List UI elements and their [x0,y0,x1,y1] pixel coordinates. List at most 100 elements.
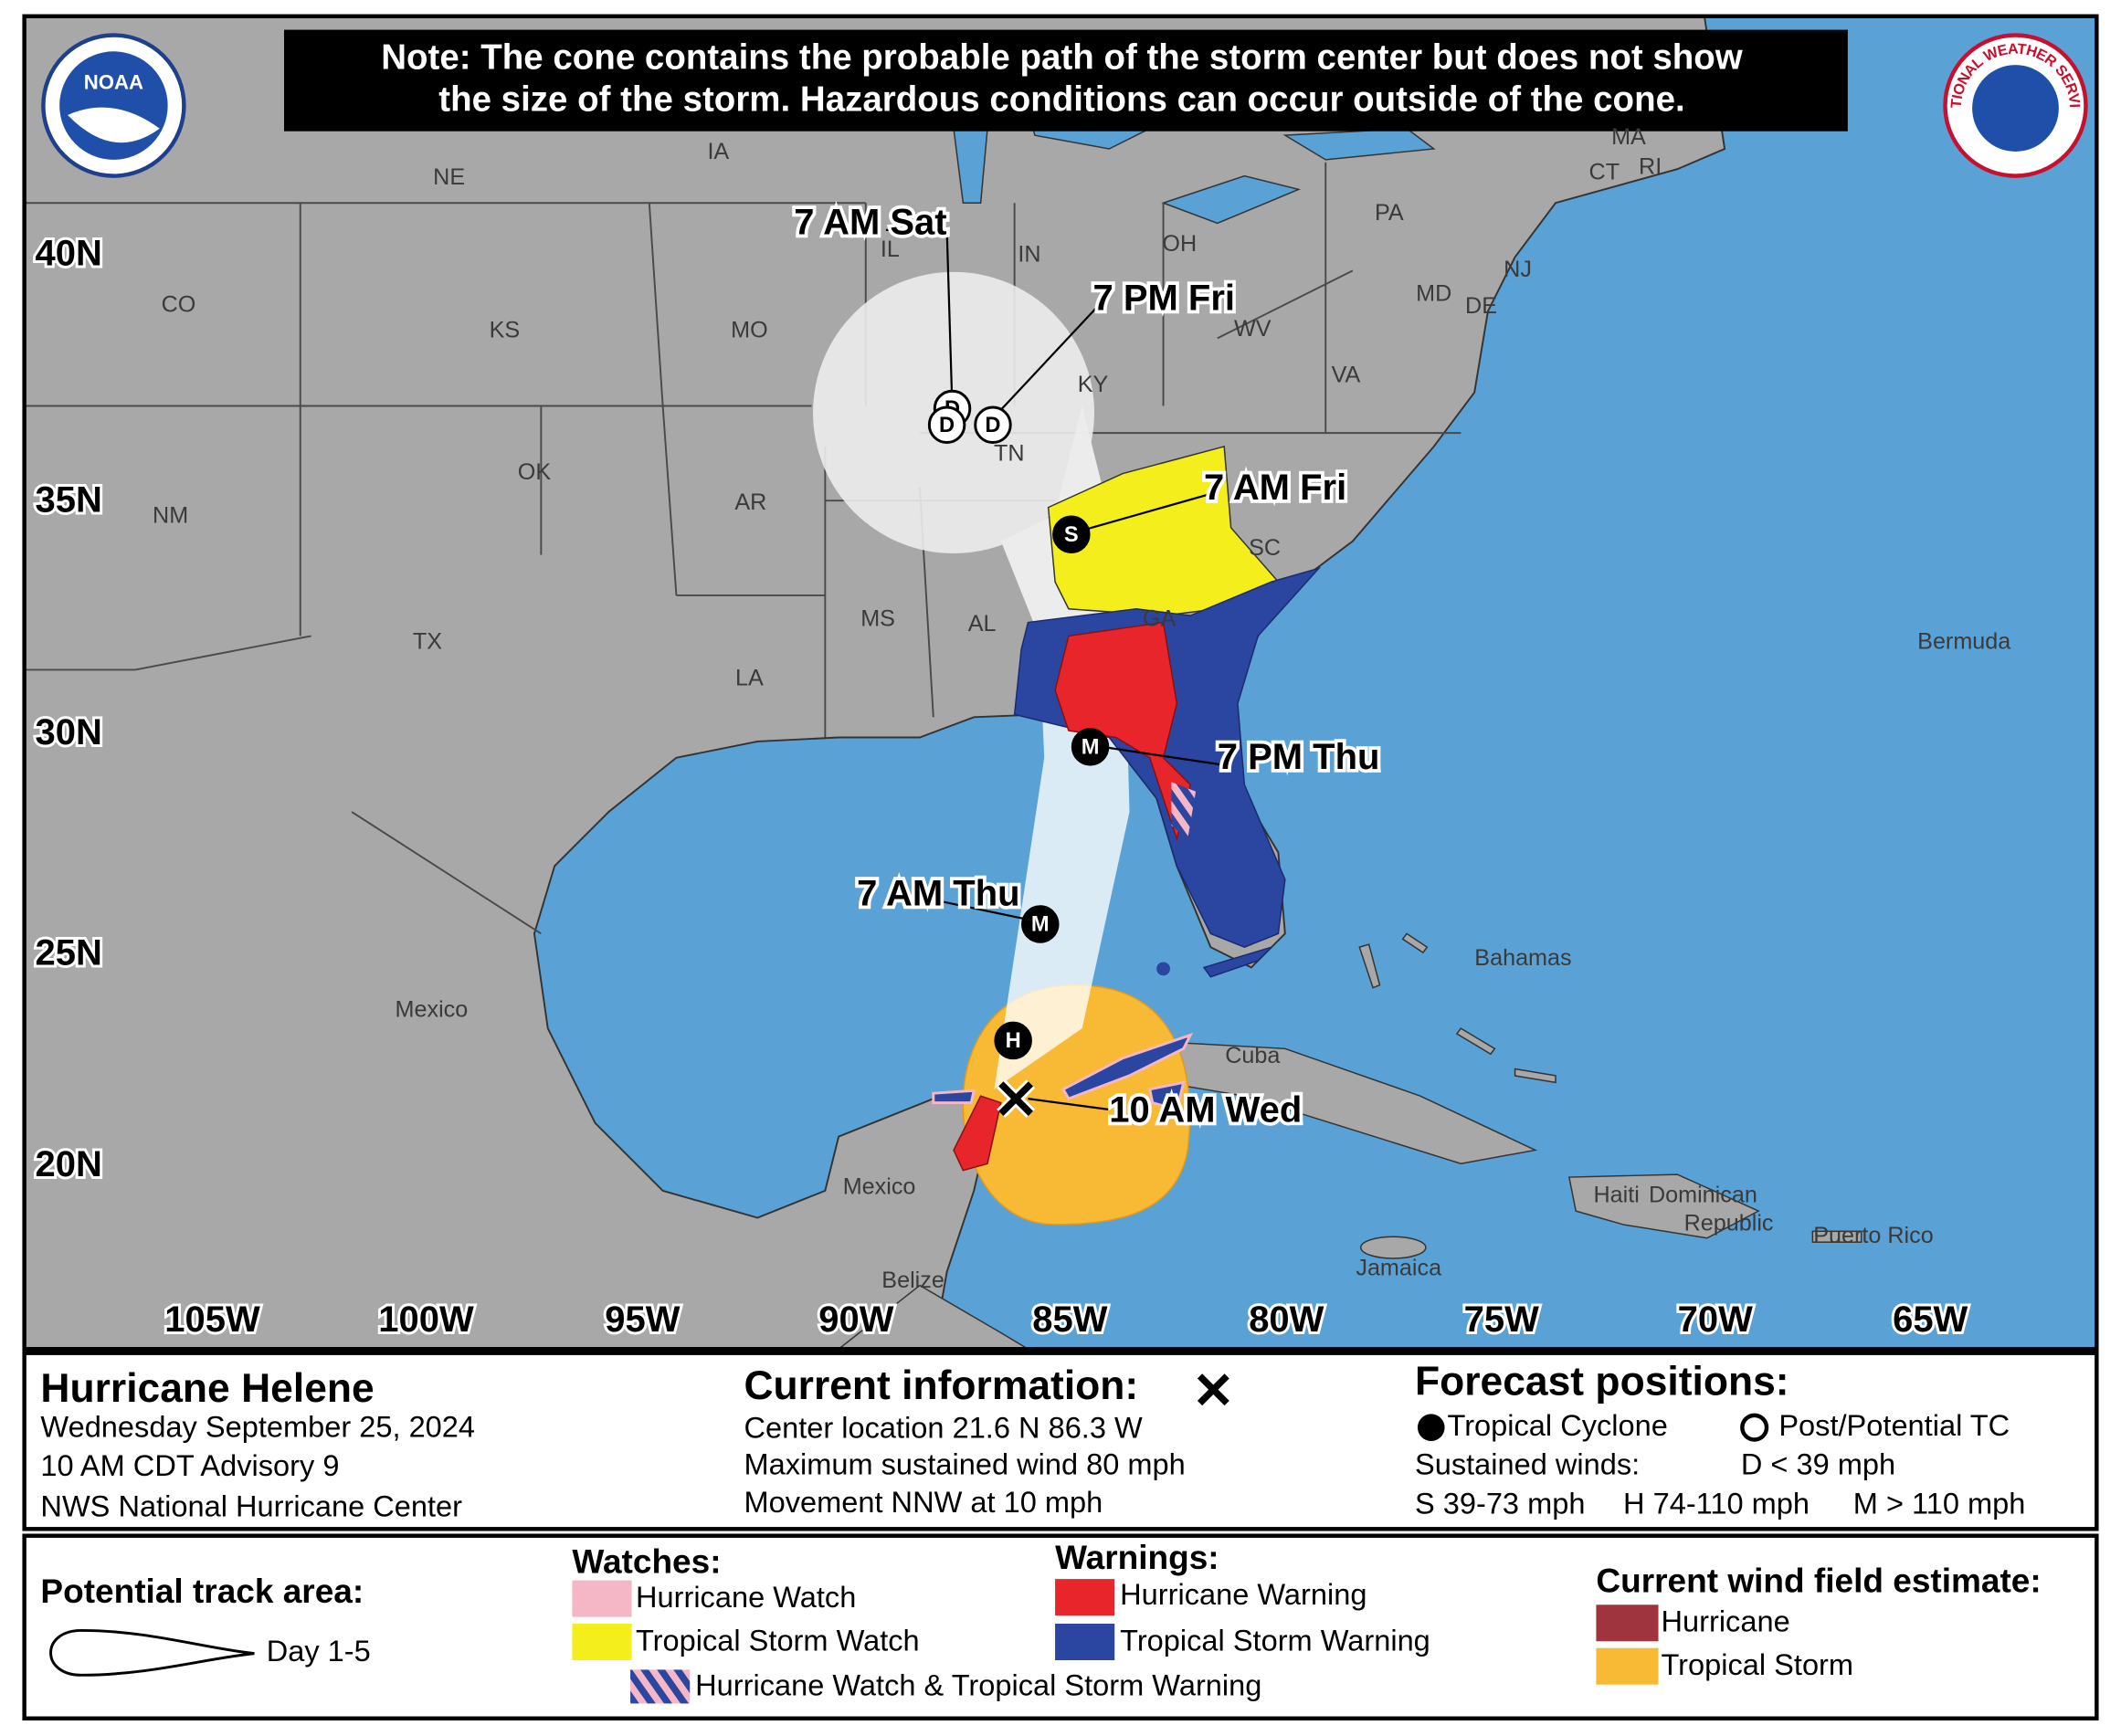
place-label: AR [734,489,766,515]
forecast-legend-text: Tropical Cyclone [1448,1409,1668,1442]
place-label: CO [162,292,196,318]
current-center-symbol [1197,1373,1229,1406]
place-label: Belize [881,1268,944,1293]
info-panel [22,1351,2099,1531]
labels: Note: The cone contains the probable pat… [33,37,2011,1342]
place-label: IN [1018,242,1040,268]
wind-hurricane-swatch [1596,1604,1659,1642]
lat-label: 30N [36,712,102,752]
legend-text: Watches: [572,1542,721,1581]
legend-text: Hurricane [1662,1605,1790,1638]
cuba-ts-warning [932,1032,1194,1111]
note-line: Note: The cone contains the probable pat… [381,37,1744,77]
legend-text: Tropical Storm Watch [636,1624,920,1657]
forecast-legend-text: D < 39 mph [1741,1448,1895,1481]
legend-text: Potential track area: [40,1572,364,1610]
ts-warning-swatch [1055,1624,1115,1661]
forecast-label: 7 AM Sat [794,203,946,243]
legend-text: Tropical Storm [1662,1648,1854,1681]
place-label: Mexico [843,1174,916,1200]
forecast-point [1071,728,1110,766]
nws-logo-inner [1972,65,2059,152]
forecast-label: 10 AM Wed [1109,1089,1302,1130]
hurricane-watch-swatch [572,1580,632,1617]
bahamas [1358,932,1556,1084]
place-label: TX [413,628,442,654]
forecast-point [1052,515,1091,554]
forecast-symbol: D [985,414,1000,437]
place-label: CT [1589,159,1620,184]
place-label: KY [1078,372,1109,397]
lat-label: 25N [36,933,102,973]
hurricane-warning-swatch [1055,1579,1115,1616]
forecast-symbol: H [1006,1029,1021,1053]
combo-swatch [630,1669,691,1704]
lon-label: 90W [818,1299,893,1340]
current-title: Current information: [744,1363,1138,1408]
storm-line: NWS National Hurricane Center [40,1490,462,1523]
lon-label: 105W [164,1299,260,1340]
storm-title: Hurricane Helene [40,1366,374,1411]
current-line: Movement NNW at 10 mph [744,1486,1103,1519]
post-tc-symbol [1740,1413,1769,1442]
hurricane-watch-ts-warning-area [1171,782,1197,839]
place-label: NM [153,503,188,529]
lon-label: 70W [1678,1299,1753,1340]
lon-label: 95W [605,1299,680,1340]
current-position-marker-core [998,1081,1034,1117]
legend-text: Current wind field estimate: [1596,1561,2041,1599]
forecast-legend-text: Post/Potential TC [1778,1409,2010,1442]
forecast-symbol: D [939,414,955,437]
lon-label: 80W [1249,1299,1324,1340]
forecast-label: 7 AM Thu [857,873,1019,913]
forecast-symbol: S [1064,523,1079,547]
legend-text: Hurricane Watch [636,1581,856,1614]
place-label: MO [731,318,768,343]
note-box [283,29,1848,132]
tropical-cyclone-symbol [1417,1414,1445,1441]
lon-label: 85W [1032,1299,1107,1340]
track-lines [885,228,1220,1111]
place-label: VA [1332,363,1361,388]
forecast-label: 7 AM Fri [1204,468,1346,508]
hispaniola [1567,1173,1760,1239]
forecast-legend-text: H 74-110 mph [1623,1488,1810,1520]
forecast-legend-text: Sustained winds: [1415,1448,1640,1481]
place-label: OK [518,459,552,485]
noaa-logo-inner [59,51,168,160]
lat-label: 35N [36,479,102,520]
forecast-symbol: M [1031,913,1050,937]
forecast-point [1021,905,1060,943]
place-label: IL [881,237,900,262]
forecast-point [974,405,1012,444]
legend-text: Day 1-5 [267,1635,371,1668]
place-label: Puerto Rico [1813,1223,1933,1248]
place-label: NJ [1504,257,1532,282]
place-label: PA [1375,200,1404,226]
place-label: NE [433,164,465,190]
place-label: SC [1249,535,1281,561]
note-line: the size of the storm. Hazardous conditi… [438,79,1684,119]
puerto-rico [1811,1230,1862,1243]
lon-label: 75W [1464,1299,1539,1340]
wind-ts-swatch [1596,1647,1659,1685]
place-label: Jamaica [1356,1255,1441,1280]
place-label: MA [1611,124,1646,150]
place-label: Cuba [1225,1043,1280,1068]
lon-label: 100W [378,1299,474,1340]
forecast-legend-text: S 39-73 mph [1415,1488,1585,1520]
jamaica [1360,1236,1427,1259]
place-label: Dominican [1649,1182,1757,1207]
legend-text: Hurricane Warning [1120,1578,1367,1611]
place-label: RI [1639,153,1662,179]
place-label: LA [735,665,764,690]
hurricane-warning-area [953,621,1191,1172]
forecast-symbol: M [1082,736,1100,760]
legend-text: Tropical Storm Warning [1120,1624,1430,1657]
place-label: GA [1143,605,1177,631]
lat-label: 20N [36,1144,102,1184]
place-label: Mexico [396,996,469,1022]
map-frame [22,14,2099,1352]
current-line: Maximum sustained wind 80 mph [744,1448,1185,1481]
place-label: MD [1416,281,1451,307]
